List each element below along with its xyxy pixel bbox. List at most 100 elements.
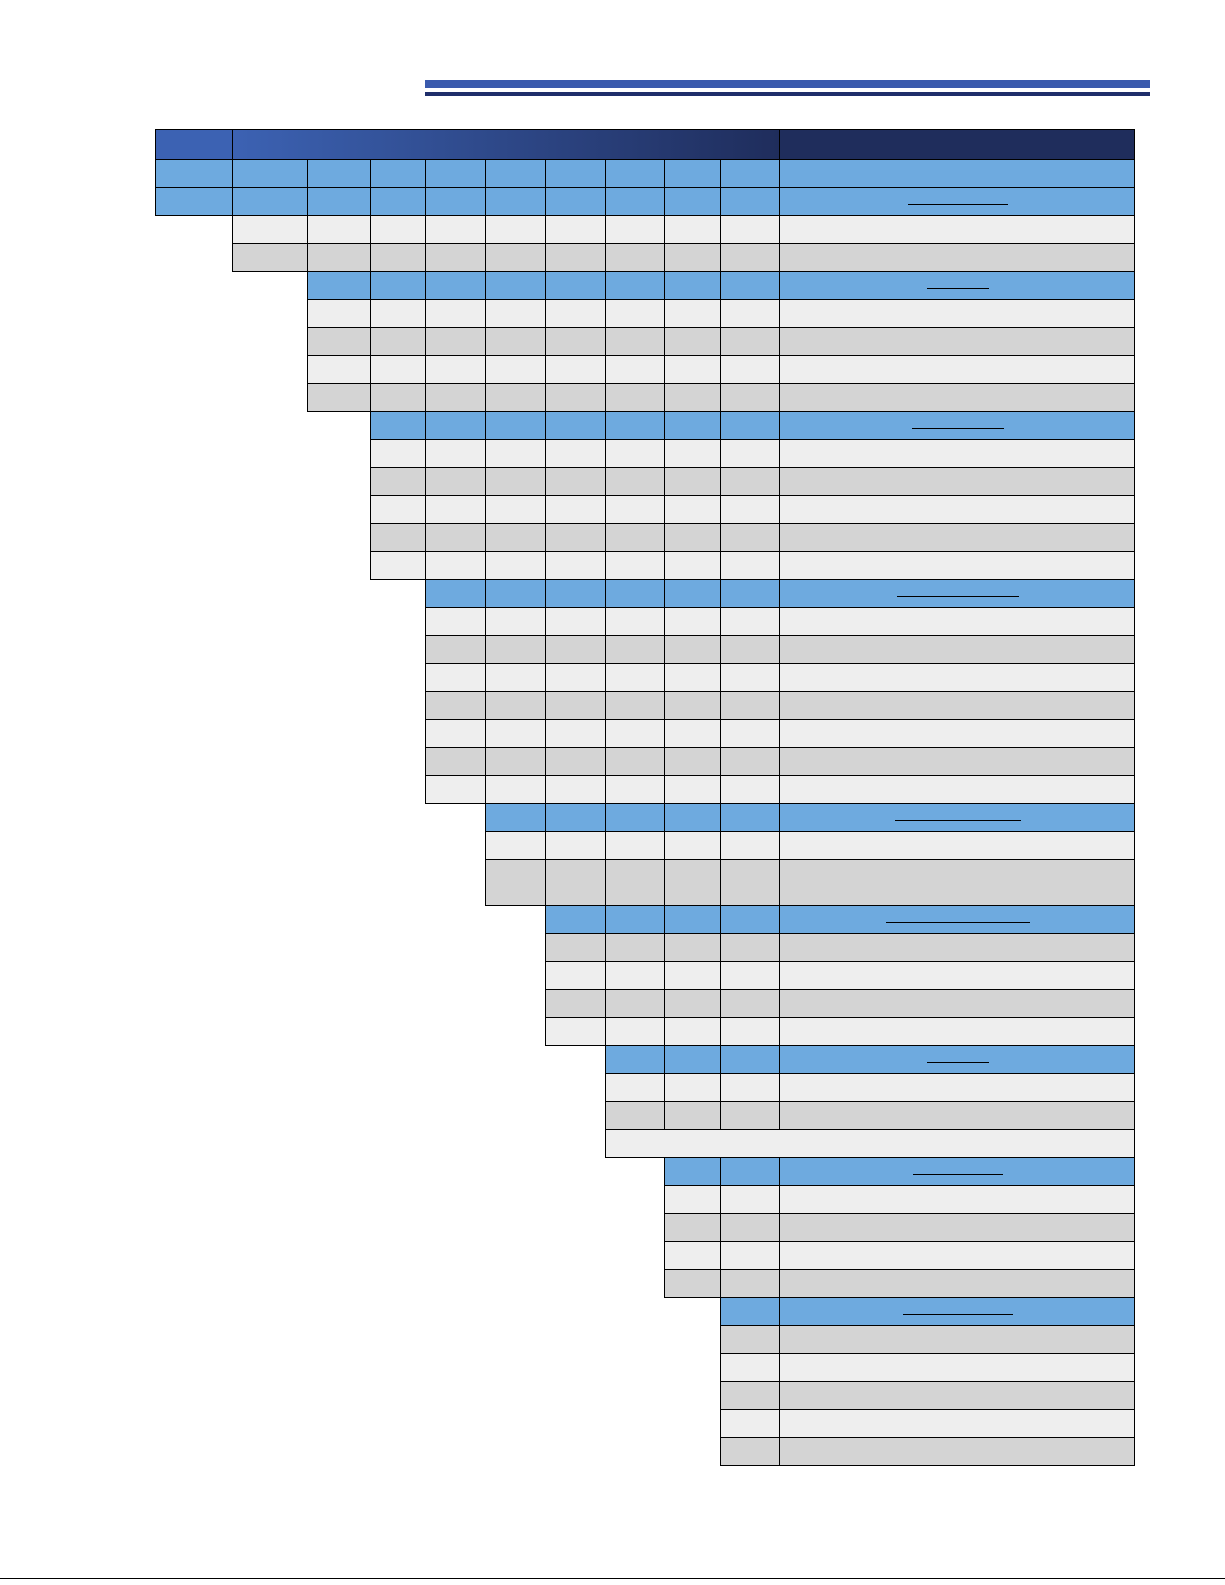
section-3-row-0-col-6: [545, 439, 606, 468]
title-rule-thick: [425, 80, 1150, 88]
section-4-row-3-col-9: [720, 691, 780, 720]
section-3-row-2-col-7: [605, 495, 665, 524]
section-2-row-1-col-9: [720, 327, 780, 356]
section-5-row-0-col-5: [485, 831, 546, 860]
section-3-row-0-col-5: [485, 439, 546, 468]
section-2-row-1-col-4: [425, 327, 486, 356]
section-5-row-0-description: [779, 831, 1135, 860]
section-8-row-0-col-8: [664, 1185, 721, 1214]
section-1-heading-col-3: [370, 187, 426, 216]
section-1-heading-col-5: [485, 187, 546, 216]
section-3-row-4-col-9: [720, 551, 780, 580]
section-3-row-4-col-5: [485, 551, 546, 580]
section-4-row-2-col-4: [425, 663, 486, 692]
section-3-row-2-col-3: [370, 495, 426, 524]
section-3-heading-col-4: [425, 411, 486, 440]
section-4-row-0-col-6: [545, 607, 606, 636]
section-4-row-2-col-5: [485, 663, 546, 692]
section-6-row-3-col-6: [545, 1017, 606, 1046]
section-4-row-1-col-6: [545, 635, 606, 664]
section-8-row-3-description: [779, 1269, 1135, 1298]
section-7-heading-col-9: [720, 1045, 780, 1074]
section-7-heading-title: [779, 1045, 1135, 1074]
section-2-heading-title: [779, 271, 1135, 300]
section-6-row-2-col-9: [720, 989, 780, 1018]
section-3-row-1-col-7: [605, 467, 665, 496]
section-3-row-0-col-9: [720, 439, 780, 468]
section-8-heading-col-9: [720, 1157, 780, 1186]
section-3-heading-title: [779, 411, 1135, 440]
section-2-heading-underline: [926, 288, 989, 289]
section-3-row-1-col-6: [545, 467, 606, 496]
section-3-row-2-description: [779, 495, 1135, 524]
section-6-row-1-col-8: [664, 961, 721, 990]
section-4-row-6-description: [779, 775, 1135, 804]
section-5-heading-col-8: [664, 803, 721, 832]
section-3-row-2-col-8: [664, 495, 721, 524]
section-6-row-3-description: [779, 1017, 1135, 1046]
section-3-row-3-col-3: [370, 523, 426, 552]
section-8-row-1-col-8: [664, 1213, 721, 1242]
section-4-row-0-col-9: [720, 607, 780, 636]
section-1-row-0-col-8: [664, 215, 721, 244]
section-6-row-1-col-6: [545, 961, 606, 990]
section-9-row-2-col-9: [720, 1381, 780, 1410]
section-4-row-6-col-6: [545, 775, 606, 804]
section-8-row-2-description: [779, 1241, 1135, 1270]
section-6-row-2-col-7: [605, 989, 665, 1018]
section-3-heading-underline: [911, 428, 1004, 429]
section-6-heading-col-9: [720, 905, 780, 934]
section-5-heading-title: [779, 803, 1135, 832]
section-2-heading-col-5: [485, 271, 546, 300]
section-7-row-1-col-9: [720, 1101, 780, 1130]
section-1-heading-col-9: [720, 187, 780, 216]
section-5-row-1-col-6: [545, 859, 606, 906]
section-4-row-6-col-7: [605, 775, 665, 804]
section-3-row-2-col-9: [720, 495, 780, 524]
section-3-row-3-col-9: [720, 523, 780, 552]
section-1-heading-col-0: [155, 187, 233, 216]
section-1-heading-underline: [907, 204, 1008, 205]
section-4-row-5-col-8: [664, 747, 721, 776]
section-6-row-0-description: [779, 933, 1135, 962]
section-9-row-0-description: [779, 1325, 1135, 1354]
section-3-heading-col-3: [370, 411, 426, 440]
section-2-row-3-col-5: [485, 383, 546, 412]
section-8-row-1-description: [779, 1213, 1135, 1242]
section-2-heading-col-4: [425, 271, 486, 300]
section-8-row-2-col-8: [664, 1241, 721, 1270]
header-col-1: [232, 159, 308, 188]
section-1-row-0-col-6: [545, 215, 606, 244]
section-8-heading-col-8: [664, 1157, 721, 1186]
section-2-row-1-col-8: [664, 327, 721, 356]
section-4-row-1-col-7: [605, 635, 665, 664]
section-3-heading-col-7: [605, 411, 665, 440]
section-2-row-0-col-3: [370, 299, 426, 328]
section-4-row-4-col-6: [545, 719, 606, 748]
section-7-row-0-col-9: [720, 1073, 780, 1102]
header-cell-description: [779, 129, 1135, 160]
section-4-heading-col-8: [664, 579, 721, 608]
section-4-row-3-col-8: [664, 691, 721, 720]
section-3-row-1-col-4: [425, 467, 486, 496]
section-2-row-1-col-3: [370, 327, 426, 356]
section-1-row-0-col-5: [485, 215, 546, 244]
section-3-row-4-col-3: [370, 551, 426, 580]
section-2-row-2-col-4: [425, 355, 486, 384]
section-6-row-0-col-9: [720, 933, 780, 962]
section-9-row-1-col-9: [720, 1353, 780, 1382]
section-2-row-0-description: [779, 299, 1135, 328]
section-9-heading-title: [779, 1297, 1135, 1326]
section-3-row-3-col-8: [664, 523, 721, 552]
section-5-heading-col-7: [605, 803, 665, 832]
section-7-heading-underline: [926, 1062, 989, 1063]
section-3-row-4-col-8: [664, 551, 721, 580]
header-col-0: [155, 159, 233, 188]
section-6-heading-col-8: [664, 905, 721, 934]
section-2-heading-col-9: [720, 271, 780, 300]
section-2-row-0-col-7: [605, 299, 665, 328]
section-4-heading-underline: [896, 596, 1019, 597]
header-col-2: [307, 159, 371, 188]
section-4-row-4-col-9: [720, 719, 780, 748]
section-1-row-0-col-4: [425, 215, 486, 244]
